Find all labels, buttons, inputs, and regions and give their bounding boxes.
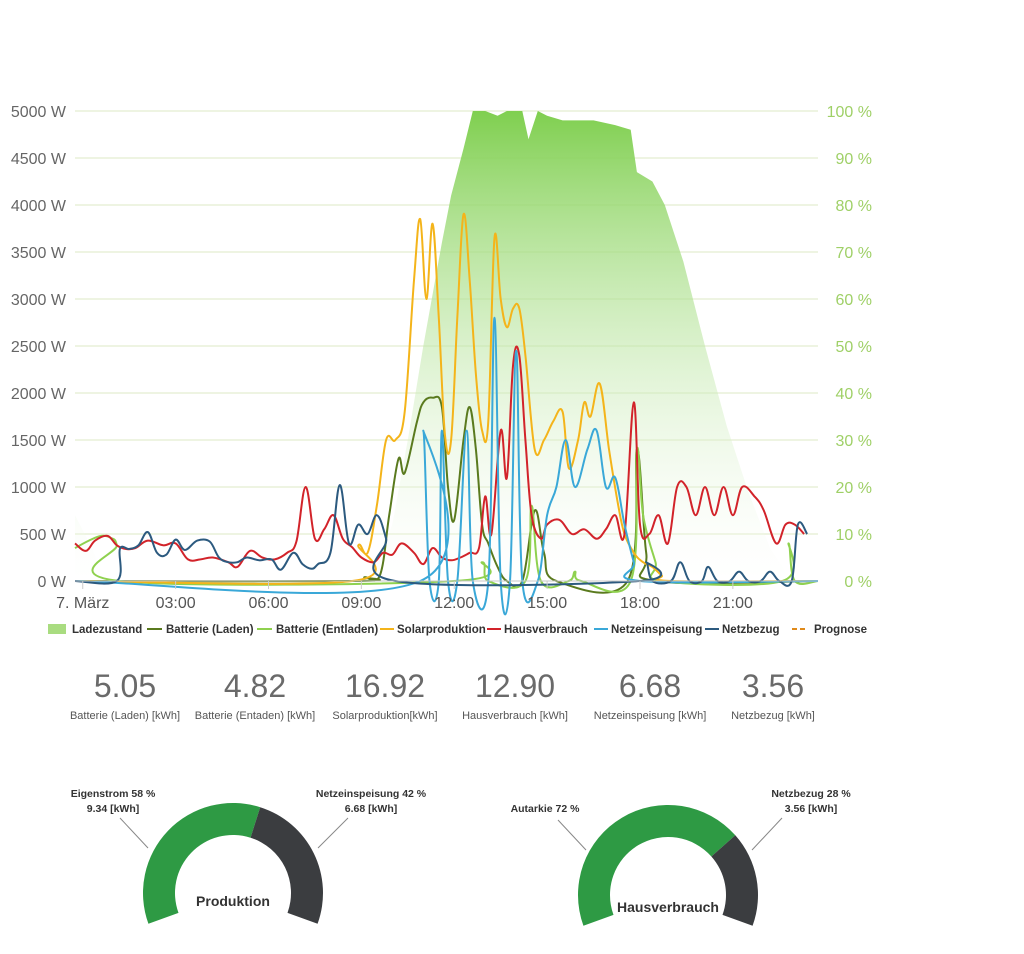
gauge-hausverbrauch: Autarkie 72 % Netzbezug 28 % 3.56 [kWh] … [511, 788, 851, 926]
y-tick-label-right: 40 % [836, 386, 872, 403]
legend-item-netzbezug[interactable]: Netzbezug [705, 624, 780, 636]
gauge-produktion-eigenstrom-arc [142, 802, 261, 924]
y-tick-label-right: 80 % [836, 198, 872, 215]
x-tick-label: 21:00 [713, 595, 753, 612]
y-tick-label-left: 0 W [38, 574, 67, 591]
y-tick-label-right: 100 % [827, 104, 872, 121]
legend-label-solarproduktion: Solarproduktion [397, 624, 486, 636]
stat-value: 4.82 [223, 668, 287, 704]
gauge-produktion-left-label: Eigenstrom 58 % [71, 788, 156, 800]
y-axis-right: 0 % 10 % 20 % 30 % 40 % 50 % 60 % 70 % 80 % 90 % 1… [827, 104, 872, 591]
legend-label-batterie-entladen: Batterie (Entladen) [276, 624, 378, 636]
x-tick-label: 03:00 [156, 595, 196, 612]
stat-hausverbrauch: 12.90 Hausverbrauch [kWh] [445, 666, 585, 722]
y-tick-label-left: 3500 W [11, 245, 67, 262]
x-tick-label: 18:00 [620, 595, 660, 612]
gauge-hausverbrauch-right-value: 3.56 [kWh] [785, 803, 838, 815]
series-netzbezug [74, 484, 809, 587]
y-tick-label-right: 50 % [836, 339, 872, 356]
stat-label: Netzeinspeisung [kWh] [593, 710, 707, 722]
y-tick-label-left: 4500 W [11, 151, 67, 168]
legend-label-netzeinspeisung: Netzeinspeisung [611, 624, 702, 636]
x-tick-label: 06:00 [248, 595, 288, 612]
stat-label: Netzbezug [kWh] [731, 710, 815, 722]
gauges: Eigenstrom 58 % 9.34 [kWh] Netzeinspeisu… [71, 788, 851, 926]
series-netzeinspeisung [74, 316, 819, 616]
x-tick-label: 12:00 [434, 595, 474, 612]
y-tick-label-left: 2000 W [11, 386, 67, 403]
gauge-produktion-title: Produktion [196, 893, 270, 909]
stat-value: 5.05 [93, 668, 157, 704]
legend-label-netzbezug: Netzbezug [722, 624, 780, 636]
legend-swatch-ladezustand [48, 624, 66, 634]
gauge-produktion: Eigenstrom 58 % 9.34 [kWh] Netzeinspeisu… [71, 788, 427, 924]
y-tick-label-right: 90 % [836, 151, 872, 168]
gauge-produktion-right-value: 6.68 [kWh] [345, 803, 398, 815]
series-solarproduktion [74, 212, 819, 585]
y-tick-label-right: 60 % [836, 292, 872, 309]
gauge-hausverbrauch-title: Hausverbrauch [617, 899, 719, 915]
legend-item-prognose[interactable]: Prognose [792, 624, 867, 636]
gauge-hausverbrauch-right-label: Netzbezug 28 % [771, 788, 851, 800]
gauge-produktion-right-leader [317, 817, 349, 849]
stat-value: 3.56 [741, 668, 805, 704]
y-tick-label-left: 1500 W [11, 433, 67, 450]
legend-item-batterie-entladen[interactable]: Batterie (Entladen) [257, 624, 378, 636]
y-tick-label-right: 20 % [836, 480, 872, 497]
gauge-hausverbrauch-netzbezug-arc [711, 835, 758, 926]
stat-label: Batterie (Laden) [kWh] [69, 710, 181, 722]
energy-chart: 0 W 500 W 1000 W 1500 W 2000 W 2500 W 3000 W 35… [11, 104, 872, 636]
legend-item-netzeinspeisung[interactable]: Netzeinspeisung [594, 624, 702, 636]
y-tick-label-left: 4000 W [11, 198, 67, 215]
stat-value: 12.90 [474, 668, 556, 704]
y-tick-label-left: 2500 W [11, 339, 67, 356]
gauge-produktion-netzeinspeisung-arc [250, 807, 323, 924]
stat-label: Hausverbrauch [kWh] [462, 710, 568, 722]
gauge-hausverbrauch-left-leader [557, 819, 587, 851]
legend-label-batterie-laden: Batterie (Laden) [166, 624, 254, 636]
legend-item-batterie-laden[interactable]: Batterie (Laden) [147, 624, 254, 636]
gauge-produktion-left-value: 9.34 [kWh] [87, 803, 140, 815]
y-tick-label-right: 0 % [844, 574, 872, 591]
gauge-produktion-left-leader [119, 817, 149, 849]
kwh-summary: 5.05 Batterie (Laden) [kWh] 4.82 Batteri… [55, 666, 885, 736]
x-tick-label: 15:00 [527, 595, 567, 612]
stat-solarproduktion: 16.92 Solarproduktion[kWh] [315, 666, 455, 722]
stat-label: Solarproduktion[kWh] [332, 710, 438, 722]
x-axis: 7. März 03:00 06:00 09:00 12:00 15:00 18:00 21:… [56, 580, 818, 612]
legend-item-solarproduktion[interactable]: Solarproduktion [380, 624, 486, 636]
stat-netzbezug: 3.56 Netzbezug [kWh] [703, 666, 843, 722]
stat-batterie-laden: 5.05 Batterie (Laden) [kWh] [55, 666, 195, 722]
gauge-hausverbrauch-right-leader [751, 817, 783, 851]
legend-label-prognose: Prognose [814, 624, 867, 636]
legend-label-hausverbrauch: Hausverbrauch [504, 624, 588, 636]
x-tick-label: 7. März [56, 595, 109, 612]
stat-label: Batterie (Entaden) [kWh] [194, 710, 316, 722]
stat-batterie-entladen: 4.82 Batterie (Entaden) [kWh] [185, 666, 325, 722]
y-tick-label-left: 500 W [20, 527, 67, 544]
y-tick-label-left: 3000 W [11, 292, 67, 309]
y-tick-label-left: 5000 W [11, 104, 67, 121]
series-ladezustand [75, 111, 795, 581]
gauge-hausverbrauch-left-label: Autarkie 72 % [511, 803, 581, 815]
legend-item-ladezustand[interactable]: Ladezustand [48, 624, 142, 636]
y-tick-label-right: 30 % [836, 433, 872, 450]
gauge-hausverbrauch-autarkie-arc [578, 805, 736, 926]
gauge-produktion-right-label: Netzeinspeisung 42 % [316, 788, 427, 800]
y-tick-label-left: 1000 W [11, 480, 67, 497]
stat-value: 6.68 [618, 668, 682, 704]
legend-label-ladezustand: Ladezustand [72, 624, 142, 636]
legend-item-hausverbrauch[interactable]: Hausverbrauch [487, 624, 588, 636]
stat-netzeinspeisung: 6.68 Netzeinspeisung [kWh] [580, 666, 720, 722]
y-tick-label-right: 10 % [836, 527, 872, 544]
y-axis-left: 0 W 500 W 1000 W 1500 W 2000 W 2500 W 3000 W 35… [11, 104, 67, 591]
chart-area-layer [75, 111, 795, 581]
stat-value: 16.92 [344, 668, 426, 704]
chart-legend: Ladezustand Batterie (Laden) Batterie (E… [48, 624, 867, 636]
x-tick-label: 09:00 [341, 595, 381, 612]
y-tick-label-right: 70 % [836, 245, 872, 262]
